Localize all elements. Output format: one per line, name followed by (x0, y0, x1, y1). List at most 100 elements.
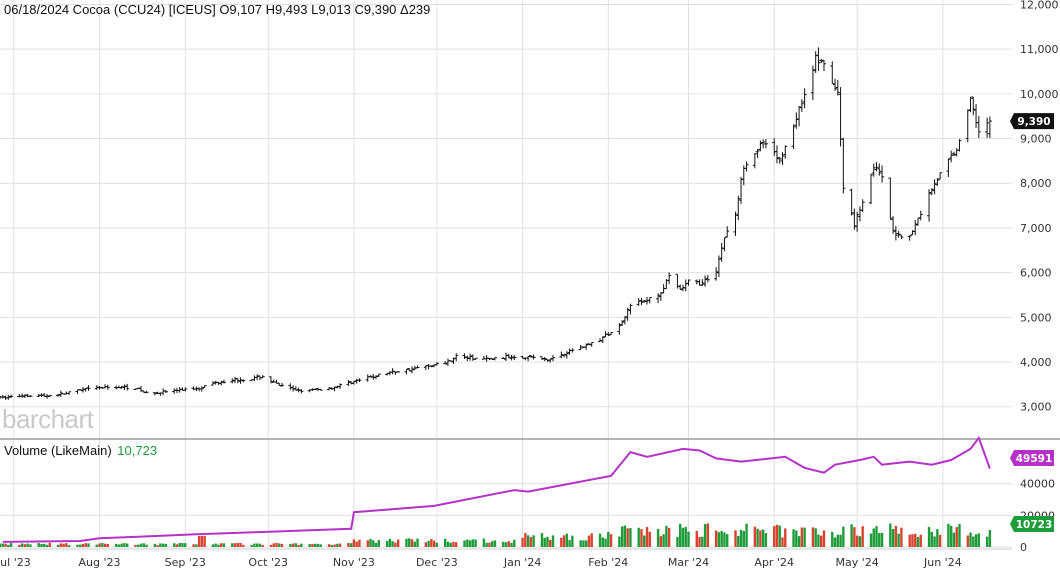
volume-bar (549, 539, 552, 547)
volume-bar (139, 543, 143, 547)
volume-bar (482, 538, 486, 547)
volume-bar (314, 543, 317, 547)
volume-bar (753, 526, 757, 547)
ohlc-bar (412, 365, 417, 371)
volume-bar (316, 543, 320, 547)
ohlc-bar (548, 358, 553, 363)
volume-bar (717, 532, 721, 547)
volume-bar (640, 529, 643, 547)
volume-bar (532, 535, 535, 547)
ohlc-bar (448, 360, 453, 362)
price-axis-tick-label: 12,000 (1020, 0, 1059, 11)
ohlc-bar (860, 199, 865, 213)
volume-bar (84, 543, 87, 547)
volume-bar (449, 542, 452, 547)
ohlc-bar (194, 386, 199, 392)
x-axis-tick-label: Jul '23 (0, 556, 31, 569)
volume-bar (269, 544, 273, 547)
ohlc-bar (531, 354, 536, 360)
volume-bar (919, 534, 922, 547)
ohlc-bar (935, 177, 940, 186)
volume-bar (726, 534, 729, 547)
ohlc-bar (816, 47, 821, 71)
volume-bar (872, 528, 875, 547)
ohlc-bar (119, 385, 124, 389)
volume-bar (720, 531, 723, 547)
price-axis-tick-label: 11,000 (1020, 43, 1059, 56)
volume-bar (106, 544, 110, 547)
volume-bar (0, 543, 2, 547)
volume-bar (609, 534, 613, 547)
ohlc-bar (45, 393, 50, 399)
volume-bar (300, 543, 303, 547)
volume-bar (394, 542, 397, 547)
ohlc-bar (202, 385, 207, 388)
ohlc-bar (9, 394, 14, 399)
ohlc-bar (293, 386, 298, 391)
volume-bar (87, 543, 90, 547)
volume-bar (656, 529, 660, 547)
volume-bar (349, 543, 353, 547)
x-axis-tick-label: Feb '24 (588, 556, 628, 569)
volume-bar (831, 531, 834, 547)
price-axis-tick-label: 10,000 (1020, 88, 1059, 101)
volume-bar (233, 543, 237, 547)
ohlc-bar (6, 394, 11, 400)
volume-bar (291, 543, 295, 547)
volume-bar (452, 541, 455, 547)
volume-bar (214, 543, 217, 547)
ohlc-bar (122, 384, 127, 390)
ohlc-bar (929, 188, 934, 196)
volume-bar (1, 543, 4, 547)
volume-bar (95, 544, 98, 547)
ohlc-bar (797, 105, 802, 127)
volume-bar (504, 542, 508, 547)
ohlc-bar (542, 357, 547, 362)
volume-bar (565, 533, 569, 547)
volume-bar (471, 539, 475, 547)
ohlc-bar (968, 96, 973, 113)
ohlc-bar (880, 165, 885, 183)
ohlc-bar (893, 225, 898, 241)
ohlc-bar (705, 274, 710, 283)
volume-bar (521, 537, 524, 547)
volume-bar (98, 543, 101, 547)
ohlc-bar (736, 195, 741, 221)
ohlc-bar (622, 316, 627, 325)
ohlc-bar (338, 383, 343, 389)
volume-bar (623, 525, 627, 547)
volume-title-label: Volume (LikeMain) (4, 443, 112, 458)
volume-bar (123, 543, 126, 547)
volume-bar (333, 544, 336, 547)
price-axis-tick-label: 7,000 (1020, 222, 1052, 235)
ohlc-bar (647, 296, 652, 304)
volume-bar (947, 523, 950, 547)
volume-bar (76, 544, 79, 547)
ohlc-bar (871, 163, 876, 177)
ohlc-bar (83, 387, 88, 392)
volume-bar (667, 527, 671, 547)
ohlc-bar (526, 355, 531, 362)
ohlc-bar (819, 58, 824, 64)
volume-bar (869, 533, 873, 547)
volume-bar (355, 541, 358, 547)
volume-bar (203, 535, 206, 547)
price-axis-tick-label: 6,000 (1020, 267, 1052, 280)
ohlc-bar (617, 322, 622, 335)
ohlc-bar (938, 172, 943, 180)
volume-bar (432, 540, 436, 547)
ohlc-bar (125, 383, 130, 391)
volume-bar (372, 540, 375, 547)
volume-bar (529, 537, 533, 547)
ohlc-bar (896, 230, 901, 238)
ohlc-bar (761, 139, 766, 149)
ohlc-bar (625, 307, 630, 321)
volume-bar (184, 543, 187, 547)
ohlc-bar (600, 336, 605, 343)
volume-bar (258, 543, 262, 547)
volume-bar (311, 543, 314, 547)
volume-bar (972, 536, 975, 547)
ohlc-bar (946, 158, 951, 178)
volume-bar (687, 531, 690, 547)
